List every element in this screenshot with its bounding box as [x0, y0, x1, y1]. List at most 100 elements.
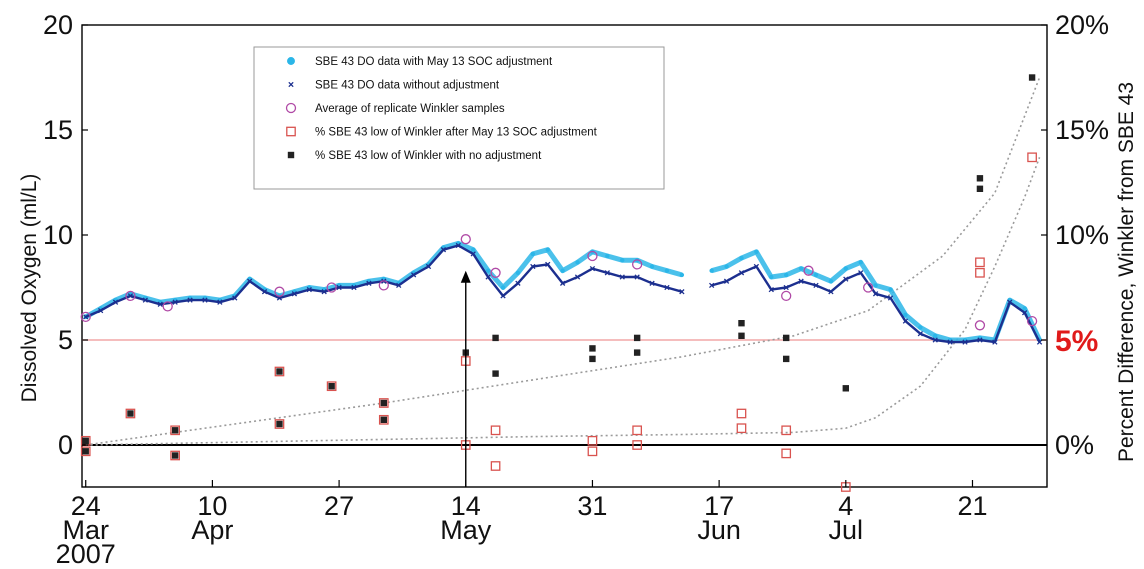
series-1-point-34: [589, 265, 596, 272]
series-4-point-20: [782, 355, 790, 363]
series-2-point-12: [863, 282, 874, 293]
series-0-trace-1: [710, 249, 1042, 343]
trend-line-1: [85, 157, 1041, 446]
series-1-point-47: [783, 284, 789, 291]
y-axis-left: 0 5 10 15 20: [43, 10, 88, 460]
series-0-point-48: [798, 266, 804, 271]
series-4-point-13: [589, 345, 596, 352]
series-3-point-15: [587, 446, 598, 457]
series-0-point-45: [754, 249, 759, 254]
plot-frame: [81, 24, 1048, 488]
series-0-point-53: [873, 283, 878, 288]
series-0-point-46: [769, 274, 774, 280]
series-1-point-37: [634, 274, 640, 280]
series-1-point-26: [470, 251, 476, 257]
series-2-point-11: [803, 265, 814, 276]
series-4-point-1: [82, 448, 89, 455]
series-4-point-7: [328, 383, 335, 390]
legend-label-3: % SBE 43 low of Winkler after May 13 SOC…: [315, 127, 598, 139]
series-2-point-13: [974, 320, 986, 331]
reference-lines: [82, 339, 1047, 446]
series-4-point-12: [492, 370, 499, 377]
series-1-point-21: [396, 282, 402, 289]
series-1-point-49: [813, 282, 819, 289]
series-1-point-50: [828, 289, 834, 295]
series-1-point-31: [545, 261, 551, 268]
series-4-point-3: [171, 427, 179, 434]
series-1-point-6: [172, 299, 178, 305]
series-0-point-52: [858, 260, 863, 265]
series-2-point-2: [162, 301, 173, 312]
series-4-point-21: [842, 385, 850, 392]
series-0-point-55: [903, 312, 908, 317]
series-1-point-42: [709, 282, 715, 289]
x-tick-month-1: Apr: [191, 515, 233, 545]
series-3-point-3: [170, 425, 180, 436]
plot-area: [80, 24, 1048, 492]
series-3-point-13: [490, 461, 501, 471]
y-tick-label-2: 10: [43, 220, 73, 250]
series-0-point-29: [515, 270, 521, 275]
series-1-point-10: [232, 295, 238, 301]
x-tick-month-3: May: [440, 515, 492, 545]
series-3-point-7: [326, 381, 337, 392]
series-1-point-36: [619, 274, 625, 280]
legend-marker-1: [288, 81, 294, 88]
series-1-point-51: [843, 276, 849, 282]
series-1-point-38: [649, 280, 655, 286]
series-3-point-16: [632, 425, 643, 436]
series-1-point-52: [858, 270, 864, 276]
y2-tick-label-0: 0%: [1055, 430, 1094, 460]
series-0-point-31: [545, 247, 550, 252]
x-tick-day-0: 24: [71, 491, 101, 521]
series-1-point-23: [425, 263, 432, 270]
series-layer: [80, 74, 1043, 492]
legend-box: [253, 46, 665, 190]
series-1-point-55: [902, 318, 909, 324]
series-4-point-5: [276, 368, 283, 375]
y-tick-label-0: 0: [58, 430, 73, 460]
series-1-point-32: [559, 280, 566, 286]
series-0-point-33: [575, 260, 580, 265]
series-1-point-12: [261, 289, 268, 295]
series-4-point-23: [976, 185, 984, 192]
series-1-point-58: [947, 339, 953, 345]
series-3: [80, 152, 1037, 492]
series-3-point-17: [632, 440, 643, 450]
series-4-point-18: [738, 332, 745, 339]
series-0-point-43: [724, 264, 729, 269]
series-2: [80, 234, 1038, 331]
y2-tick-label-highlight: 5%: [1055, 325, 1098, 358]
legend-marker-0: [287, 57, 295, 65]
series-2-point-3: [274, 286, 285, 297]
series-0-point-28: [500, 285, 506, 290]
series-4-point-11: [492, 334, 499, 342]
series-2-point-9: [632, 259, 643, 270]
y-tick-label-3: 15: [43, 115, 73, 145]
x-tick-month-0: Mar: [62, 515, 109, 545]
series-0-point-47: [783, 272, 789, 278]
series-2-point-1: [125, 290, 136, 302]
series-1-point-57: [932, 337, 938, 343]
legend-label-0: SBE 43 DO data with May 13 SOC adjustmen…: [315, 56, 553, 68]
series-1-point-30: [530, 263, 536, 270]
legend-marker-3: [286, 126, 296, 137]
series-2-point-5: [378, 280, 389, 291]
y-tick-label-1: 5: [58, 325, 73, 355]
series-1-point-46: [768, 286, 774, 293]
series-3-point-20: [781, 425, 792, 436]
series-1-point-48: [798, 278, 804, 284]
arrow-head: [460, 270, 471, 283]
series-1-point-45: [753, 263, 760, 270]
series-0-point-40: [679, 272, 685, 278]
legend-marker-2: [285, 102, 297, 114]
series-1-point-1: [97, 307, 104, 314]
series-4-point-6: [276, 420, 283, 428]
trend-line-0: [85, 77, 1041, 446]
series-1-point-54: [887, 295, 894, 301]
series-1-point-18: [351, 284, 357, 291]
x-tick-year-0: 2007: [56, 539, 116, 569]
series-1-point-61: [992, 339, 998, 345]
